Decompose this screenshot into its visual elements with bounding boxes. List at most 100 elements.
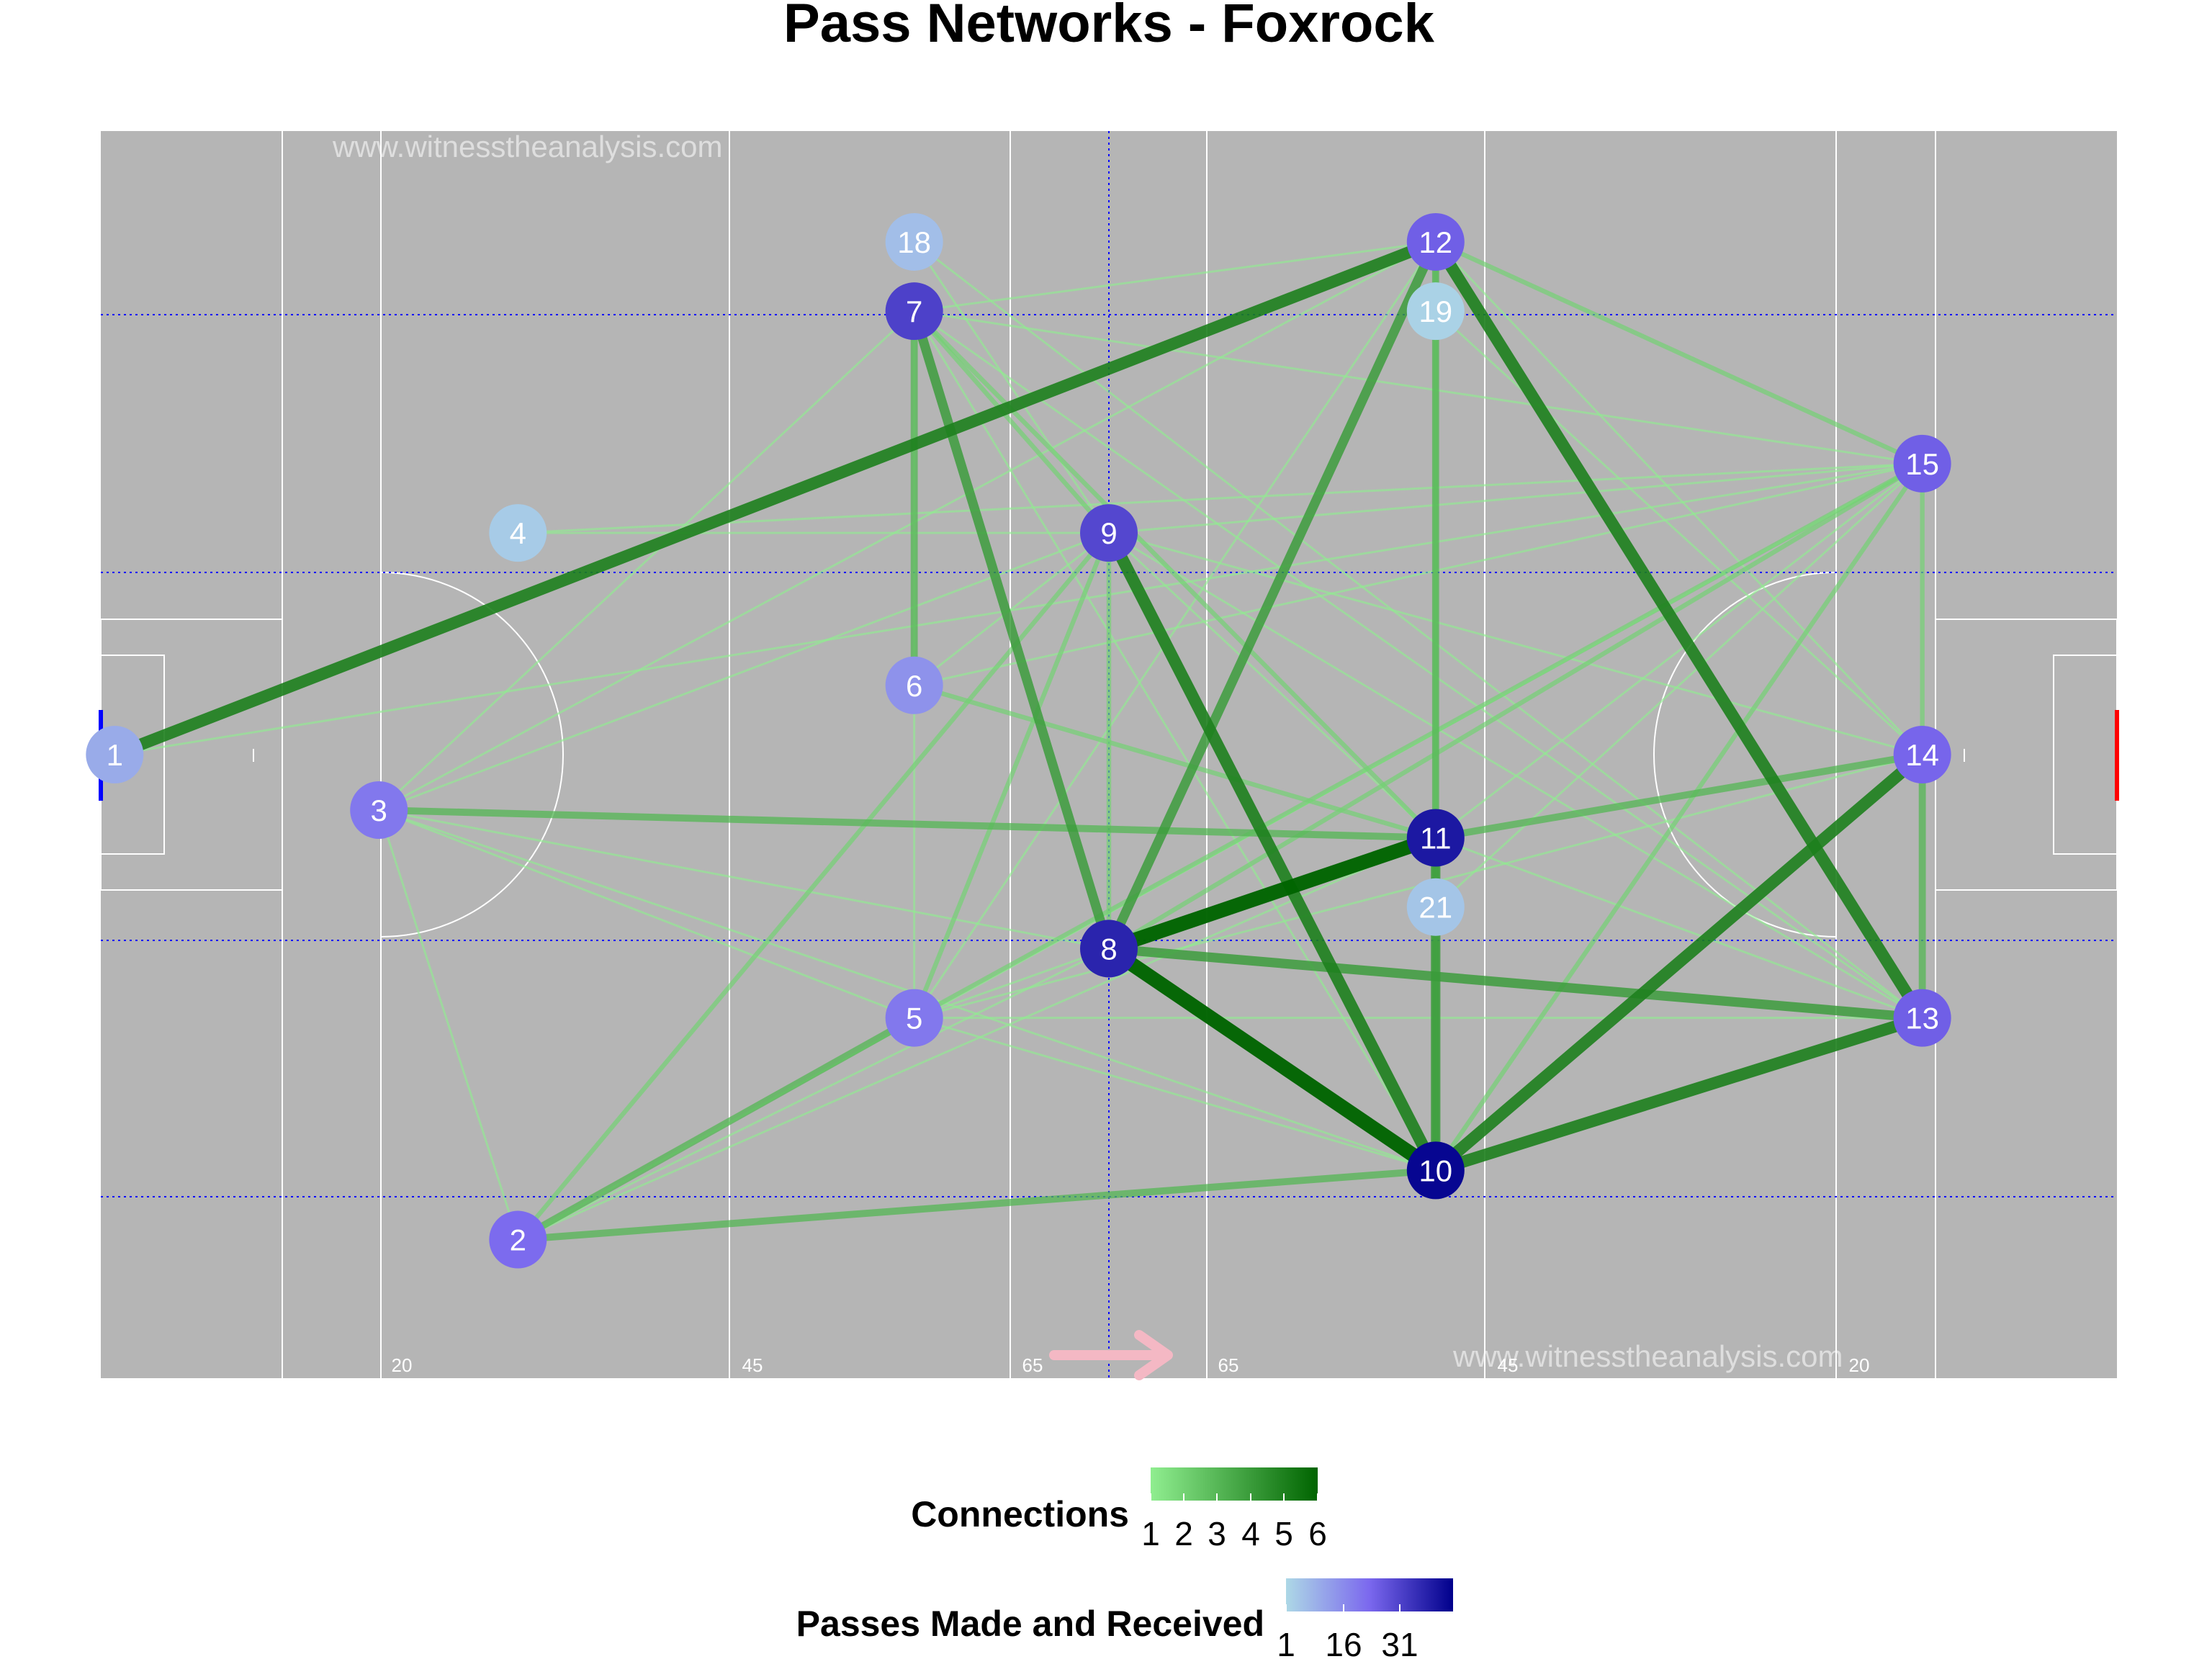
pass-edge-5-15 bbox=[912, 461, 1925, 1020]
player-node-label: 14 bbox=[1905, 738, 1939, 772]
pass-edge-3-5 bbox=[377, 809, 916, 1020]
pass-edge-6-11 bbox=[912, 683, 1438, 840]
pass-edge-11-13 bbox=[1434, 836, 1924, 1020]
player-node-circle bbox=[1406, 1141, 1465, 1200]
player-node-6: 6 bbox=[885, 656, 943, 714]
player-node-2: 2 bbox=[489, 1210, 547, 1269]
pass-edge-4-15 bbox=[516, 462, 1924, 534]
player-node-label: 4 bbox=[510, 516, 526, 550]
pass-edge-12-13 bbox=[1429, 235, 1928, 1024]
pass-edge-8-11 bbox=[1102, 830, 1443, 956]
pass-edge-3-12 bbox=[377, 240, 1437, 811]
player-node-circle bbox=[1080, 504, 1138, 562]
pass-edge-7-12 bbox=[913, 240, 1437, 313]
legend-connections-tick-label: 6 bbox=[1308, 1515, 1327, 1552]
arc-left bbox=[380, 572, 564, 938]
pass-edge-10-15 bbox=[1433, 461, 1925, 1173]
legend-passes-ticks bbox=[1285, 1604, 1401, 1611]
pass-edge-6-15 bbox=[913, 462, 1924, 687]
player-node-21: 21 bbox=[1406, 878, 1465, 936]
pass-edge-12-15 bbox=[1433, 239, 1925, 467]
player-node-circle bbox=[1893, 434, 1951, 493]
pass-edge-7-3 bbox=[377, 310, 916, 811]
player-node-circle bbox=[1893, 726, 1951, 783]
pass-edge-2-10 bbox=[514, 1166, 1439, 1244]
pass-edge-5-12 bbox=[913, 240, 1437, 1020]
pass-edge-9-14 bbox=[1107, 531, 1924, 756]
pass-edge-3-8 bbox=[377, 809, 1110, 950]
player-node-label: 5 bbox=[906, 1002, 922, 1035]
yard-label: 20 bbox=[1849, 1354, 1870, 1376]
player-node-label: 12 bbox=[1419, 225, 1452, 259]
player-node-label: 13 bbox=[1905, 1002, 1939, 1035]
player-node-3: 3 bbox=[350, 781, 408, 839]
player-node-label: 1 bbox=[107, 738, 123, 772]
legend-connections-colorbar bbox=[1151, 1467, 1318, 1501]
legend-connections-ticks bbox=[1150, 1493, 1318, 1501]
pass-edge-5-8 bbox=[913, 947, 1110, 1020]
pass-edge-8-13 bbox=[1104, 943, 1928, 1023]
pass-edge-9-15 bbox=[1107, 462, 1924, 534]
player-node-circle bbox=[1406, 809, 1465, 867]
player-node-label: 10 bbox=[1419, 1154, 1452, 1187]
player-node-label: 9 bbox=[1100, 516, 1117, 550]
pass-edge-6-9 bbox=[913, 531, 1110, 687]
pass-edge-3-2 bbox=[377, 809, 519, 1241]
player-node-circle bbox=[489, 1210, 547, 1269]
pass-edge-18-9 bbox=[913, 240, 1110, 534]
yard-label: 65 bbox=[1022, 1354, 1043, 1376]
player-node-19: 19 bbox=[1406, 282, 1465, 341]
legend-connections-tick-label: 2 bbox=[1174, 1515, 1193, 1552]
legend-passes-colorbar bbox=[1286, 1578, 1453, 1611]
player-node-label: 21 bbox=[1419, 891, 1452, 925]
player-node-14: 14 bbox=[1893, 726, 1951, 783]
pass-edge-10-14 bbox=[1429, 748, 1928, 1177]
player-node-label: 2 bbox=[510, 1223, 526, 1257]
legend-passes-tick-label: 16 bbox=[1325, 1626, 1362, 1659]
player-node-11: 11 bbox=[1406, 809, 1465, 867]
pass-edge-12-14 bbox=[1434, 240, 1924, 756]
yard-label: 45 bbox=[1498, 1354, 1519, 1376]
pass-edge-3-9 bbox=[377, 531, 1110, 811]
player-node-circle bbox=[350, 781, 408, 839]
player-node-circle bbox=[1406, 878, 1465, 936]
pass-edge-18-13 bbox=[913, 240, 1924, 1020]
legend-connections-tick-label: 5 bbox=[1274, 1515, 1293, 1552]
player-node-5: 5 bbox=[885, 989, 943, 1047]
pass-edge-1-15 bbox=[113, 462, 1924, 756]
pass-edge-7-9 bbox=[912, 308, 1112, 536]
player-node-4: 4 bbox=[489, 504, 547, 562]
chart-title: Pass Networks - Foxrock bbox=[783, 0, 1435, 54]
pass-edge-9-10 bbox=[1102, 526, 1442, 1177]
player-node-label: 3 bbox=[371, 793, 387, 827]
pass-edge-7-15 bbox=[913, 310, 1924, 465]
yard-label: 20 bbox=[392, 1354, 413, 1376]
player-node-circle bbox=[885, 212, 943, 271]
player-node-circle bbox=[885, 656, 943, 714]
pass-edge-5-9 bbox=[912, 530, 1112, 1020]
watermark-bottom: www.witnesstheanalysis.com bbox=[1452, 1339, 1843, 1373]
player-node-label: 15 bbox=[1905, 447, 1939, 481]
yard-label: 45 bbox=[742, 1354, 763, 1376]
player-node-18: 18 bbox=[885, 212, 943, 271]
yard-labels: 20 45 65 65 45 20 bbox=[392, 1354, 1870, 1376]
player-node-7: 7 bbox=[885, 282, 943, 341]
player-node-13: 13 bbox=[1893, 989, 1951, 1047]
pass-edge-7-10 bbox=[913, 310, 1437, 1172]
pass-edge-2-9 bbox=[516, 530, 1112, 1242]
pass-edge-8-15 bbox=[1106, 461, 1925, 951]
pass-edge-7-8 bbox=[909, 306, 1114, 954]
pass-edge-21-15 bbox=[1434, 462, 1924, 909]
player-node-label: 19 bbox=[1419, 295, 1452, 328]
pass-edge-11-15 bbox=[1434, 462, 1924, 839]
player-node-circle bbox=[1080, 920, 1138, 978]
player-node-9: 9 bbox=[1080, 504, 1138, 562]
player-node-circle bbox=[885, 282, 943, 341]
player-node-circle bbox=[1406, 212, 1465, 271]
legend-passes-title: Passes Made and Received bbox=[796, 1604, 1264, 1644]
pass-edge-11-14 bbox=[1431, 751, 1926, 842]
player-node-circle bbox=[885, 989, 943, 1047]
pass-edge-2-8 bbox=[516, 947, 1110, 1241]
